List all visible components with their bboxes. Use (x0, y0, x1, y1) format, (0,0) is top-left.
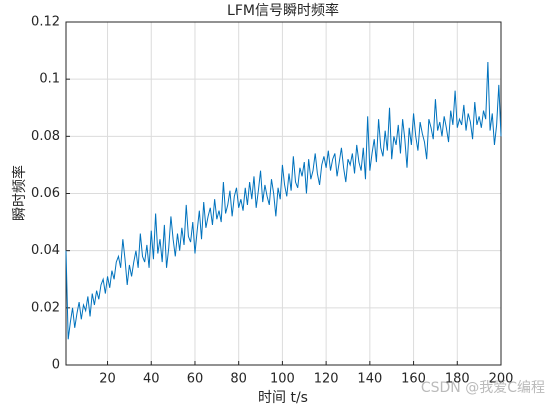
x-axis-label: 时间 t/s (258, 390, 308, 406)
y-tick-label: 0.1 (39, 72, 60, 87)
watermark: CSDN @我爱C编程 (421, 380, 545, 396)
x-tick-label: 160 (401, 372, 426, 387)
x-tick-label: 100 (270, 372, 295, 387)
x-tick-label: 20 (99, 372, 116, 387)
data-line (65, 62, 502, 340)
x-tick-label: 60 (187, 372, 204, 387)
y-tick-label: 0.08 (31, 129, 60, 144)
y-axis-label: 瞬时频率 (11, 165, 28, 221)
plot-frame (65, 21, 502, 366)
y-tick-label: 0.06 (31, 186, 60, 201)
x-tick-label: 200 (489, 372, 514, 387)
x-tick-label: 120 (314, 372, 339, 387)
chart-title: LFM信号瞬时频率 (227, 2, 339, 19)
x-tick-label: 80 (230, 372, 247, 387)
x-tick-label: 40 (143, 372, 160, 387)
y-tick-label: 0.04 (31, 243, 60, 258)
y-tick-label: 0 (52, 358, 60, 373)
x-tick-label: 180 (445, 372, 470, 387)
y-tick-label: 0.02 (31, 300, 60, 315)
y-tick-label: 0.12 (31, 15, 60, 30)
x-tick-label: 140 (357, 372, 382, 387)
